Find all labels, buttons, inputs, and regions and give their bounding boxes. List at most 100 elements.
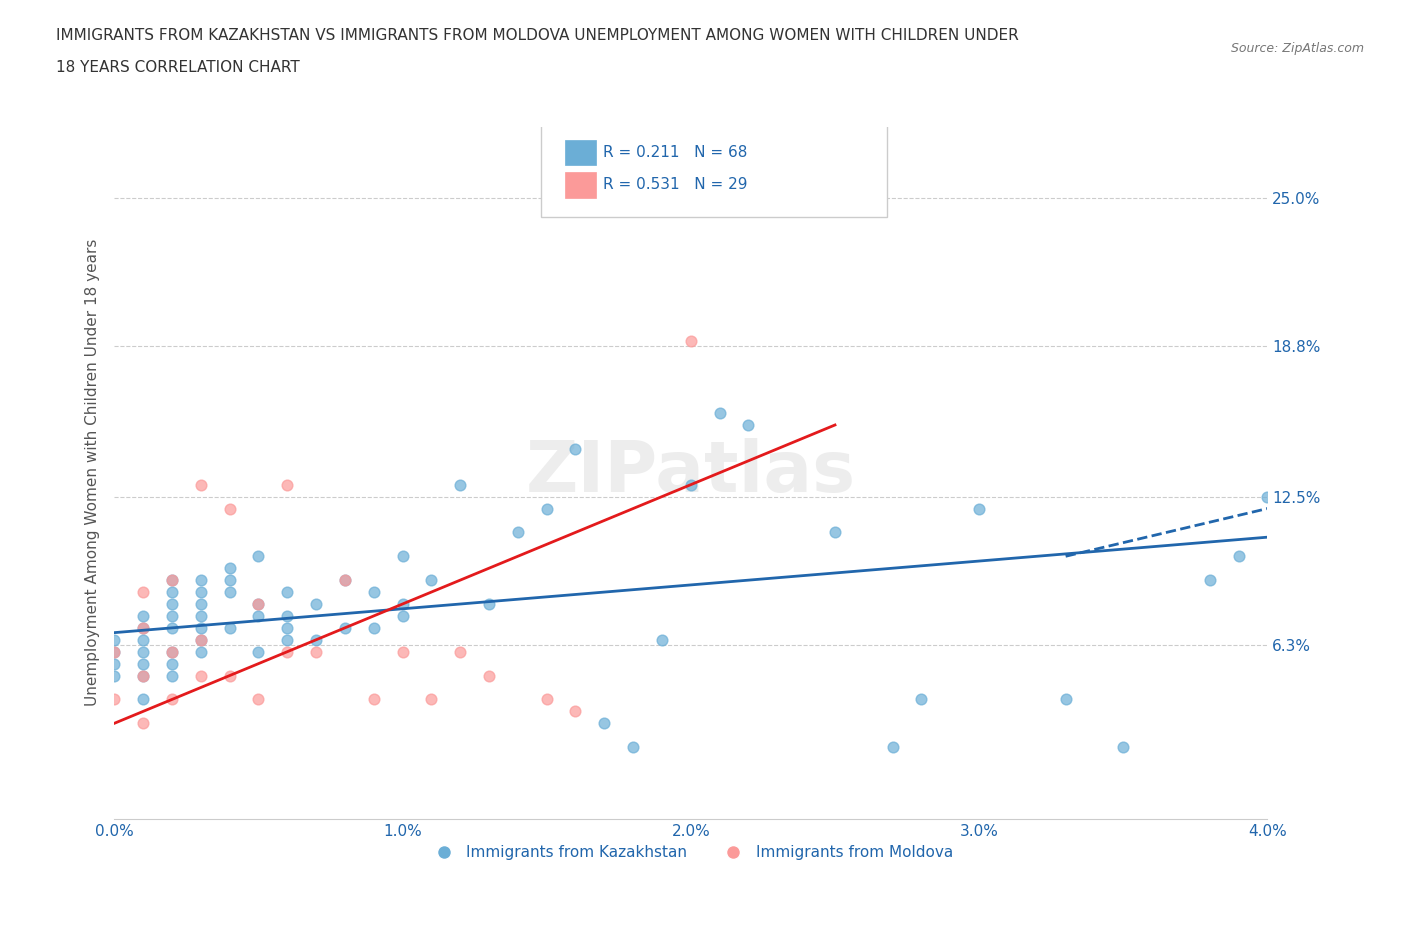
Immigrants from Kazakhstan <box>160 573 183 588</box>
Immigrants from Kazakhstan <box>276 620 298 635</box>
Immigrants from Moldova <box>218 501 240 516</box>
Immigrants from Kazakhstan <box>247 644 270 659</box>
Immigrants from Moldova <box>247 692 270 707</box>
Immigrants from Moldova <box>103 692 125 707</box>
Immigrants from Kazakhstan <box>333 620 356 635</box>
Immigrants from Moldova <box>132 716 155 731</box>
Immigrants from Kazakhstan <box>1198 573 1220 588</box>
Immigrants from Moldova <box>132 620 155 635</box>
Immigrants from Moldova <box>132 585 155 600</box>
Immigrants from Kazakhstan <box>190 644 212 659</box>
Immigrants from Kazakhstan <box>190 608 212 623</box>
Immigrants from Kazakhstan <box>132 644 155 659</box>
Immigrants from Kazakhstan <box>103 644 125 659</box>
Immigrants from Kazakhstan <box>276 632 298 647</box>
Immigrants from Kazakhstan <box>910 692 932 707</box>
Immigrants from Kazakhstan <box>132 668 155 683</box>
Immigrants from Kazakhstan <box>1227 549 1250 564</box>
Immigrants from Moldova <box>132 668 155 683</box>
Immigrants from Kazakhstan <box>218 561 240 576</box>
Immigrants from Kazakhstan <box>621 739 644 754</box>
Immigrants from Kazakhstan <box>506 525 529 539</box>
Immigrants from Kazakhstan <box>536 501 558 516</box>
Immigrants from Kazakhstan <box>190 620 212 635</box>
Immigrants from Kazakhstan <box>132 692 155 707</box>
Immigrants from Kazakhstan <box>967 501 990 516</box>
Immigrants from Moldova <box>363 692 385 707</box>
Immigrants from Moldova <box>190 668 212 683</box>
Immigrants from Kazakhstan <box>160 620 183 635</box>
Text: ZIPatlas: ZIPatlas <box>526 438 856 507</box>
Immigrants from Moldova <box>333 573 356 588</box>
FancyBboxPatch shape <box>565 172 596 198</box>
Immigrants from Kazakhstan <box>132 657 155 671</box>
Text: IMMIGRANTS FROM KAZAKHSTAN VS IMMIGRANTS FROM MOLDOVA UNEMPLOYMENT AMONG WOMEN W: IMMIGRANTS FROM KAZAKHSTAN VS IMMIGRANTS… <box>56 28 1019 43</box>
Immigrants from Kazakhstan <box>132 620 155 635</box>
Immigrants from Kazakhstan <box>247 549 270 564</box>
Y-axis label: Unemployment Among Women with Children Under 18 years: Unemployment Among Women with Children U… <box>86 239 100 707</box>
Immigrants from Moldova <box>276 644 298 659</box>
Immigrants from Moldova <box>190 632 212 647</box>
Immigrants from Moldova <box>190 477 212 492</box>
Immigrants from Kazakhstan <box>679 477 702 492</box>
Immigrants from Moldova <box>420 692 443 707</box>
Immigrants from Moldova <box>824 191 846 206</box>
Immigrants from Kazakhstan <box>1256 489 1278 504</box>
Immigrants from Kazakhstan <box>391 596 413 611</box>
Immigrants from Kazakhstan <box>305 596 328 611</box>
Immigrants from Kazakhstan <box>132 608 155 623</box>
Immigrants from Kazakhstan <box>160 668 183 683</box>
Immigrants from Kazakhstan <box>449 477 471 492</box>
Immigrants from Kazakhstan <box>564 442 586 457</box>
Immigrants from Kazakhstan <box>160 657 183 671</box>
Immigrants from Kazakhstan <box>247 596 270 611</box>
Text: Source: ZipAtlas.com: Source: ZipAtlas.com <box>1230 42 1364 55</box>
Immigrants from Moldova <box>449 644 471 659</box>
Immigrants from Kazakhstan <box>160 608 183 623</box>
Text: R = 0.531   N = 29: R = 0.531 N = 29 <box>603 178 748 193</box>
Immigrants from Kazakhstan <box>824 525 846 539</box>
Immigrants from Kazakhstan <box>190 585 212 600</box>
Immigrants from Kazakhstan <box>160 644 183 659</box>
Immigrants from Moldova <box>478 668 501 683</box>
Immigrants from Kazakhstan <box>391 549 413 564</box>
Immigrants from Kazakhstan <box>709 405 731 420</box>
Text: 18 YEARS CORRELATION CHART: 18 YEARS CORRELATION CHART <box>56 60 299 75</box>
Immigrants from Moldova <box>218 668 240 683</box>
Immigrants from Kazakhstan <box>478 596 501 611</box>
Immigrants from Kazakhstan <box>160 596 183 611</box>
Immigrants from Kazakhstan <box>190 573 212 588</box>
Immigrants from Moldova <box>305 644 328 659</box>
Immigrants from Moldova <box>160 573 183 588</box>
Immigrants from Moldova <box>679 334 702 349</box>
Immigrants from Kazakhstan <box>882 739 904 754</box>
Immigrants from Kazakhstan <box>651 632 673 647</box>
Immigrants from Kazakhstan <box>276 608 298 623</box>
Text: R = 0.211   N = 68: R = 0.211 N = 68 <box>603 145 748 160</box>
Immigrants from Kazakhstan <box>103 632 125 647</box>
Immigrants from Moldova <box>391 644 413 659</box>
Immigrants from Kazakhstan <box>160 585 183 600</box>
Immigrants from Kazakhstan <box>363 620 385 635</box>
Immigrants from Kazakhstan <box>103 657 125 671</box>
Immigrants from Kazakhstan <box>363 585 385 600</box>
Immigrants from Kazakhstan <box>276 585 298 600</box>
Immigrants from Kazakhstan <box>218 620 240 635</box>
Immigrants from Kazakhstan <box>218 573 240 588</box>
Legend: Immigrants from Kazakhstan, Immigrants from Moldova: Immigrants from Kazakhstan, Immigrants f… <box>422 840 959 867</box>
Immigrants from Kazakhstan <box>593 716 616 731</box>
Immigrants from Moldova <box>160 692 183 707</box>
Immigrants from Moldova <box>160 644 183 659</box>
Immigrants from Kazakhstan <box>247 608 270 623</box>
Immigrants from Moldova <box>103 644 125 659</box>
Immigrants from Moldova <box>536 692 558 707</box>
Immigrants from Kazakhstan <box>103 668 125 683</box>
Immigrants from Kazakhstan <box>333 573 356 588</box>
Immigrants from Kazakhstan <box>190 632 212 647</box>
Immigrants from Kazakhstan <box>190 596 212 611</box>
Immigrants from Kazakhstan <box>1054 692 1077 707</box>
Immigrants from Moldova <box>564 704 586 719</box>
Immigrants from Moldova <box>247 596 270 611</box>
Immigrants from Kazakhstan <box>1112 739 1135 754</box>
FancyBboxPatch shape <box>541 120 887 217</box>
